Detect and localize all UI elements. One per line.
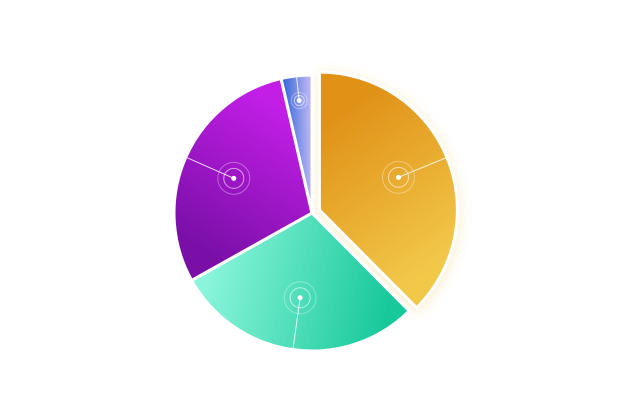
marker-dot-4	[296, 98, 302, 104]
marker-ring-1-2	[388, 166, 409, 188]
pie-slice-4[interactable]	[279, 73, 314, 215]
pie-slice-1[interactable]	[317, 70, 459, 310]
marker-dot-1	[396, 174, 401, 180]
pie-markers	[186, 76, 447, 349]
pie-slices	[172, 70, 459, 353]
marker-ring-2-1	[283, 281, 317, 315]
leader-line-1	[398, 157, 447, 178]
marker-ring-4-1	[290, 92, 308, 110]
leader-line-3	[186, 157, 234, 179]
marker-ring-4-2	[293, 95, 305, 107]
leader-line-4	[296, 76, 300, 101]
marker-ring-3-1	[217, 161, 251, 195]
leader-line-2	[292, 297, 301, 349]
pie-slice-3[interactable]	[172, 77, 314, 282]
marker-dot-2	[297, 295, 303, 301]
marker-ring-1-1	[382, 160, 415, 194]
pie-slice-2[interactable]	[190, 211, 411, 353]
marker-dot-3	[231, 175, 237, 181]
marker-ring-3-2	[223, 167, 245, 189]
marker-ring-2-2	[289, 287, 311, 309]
